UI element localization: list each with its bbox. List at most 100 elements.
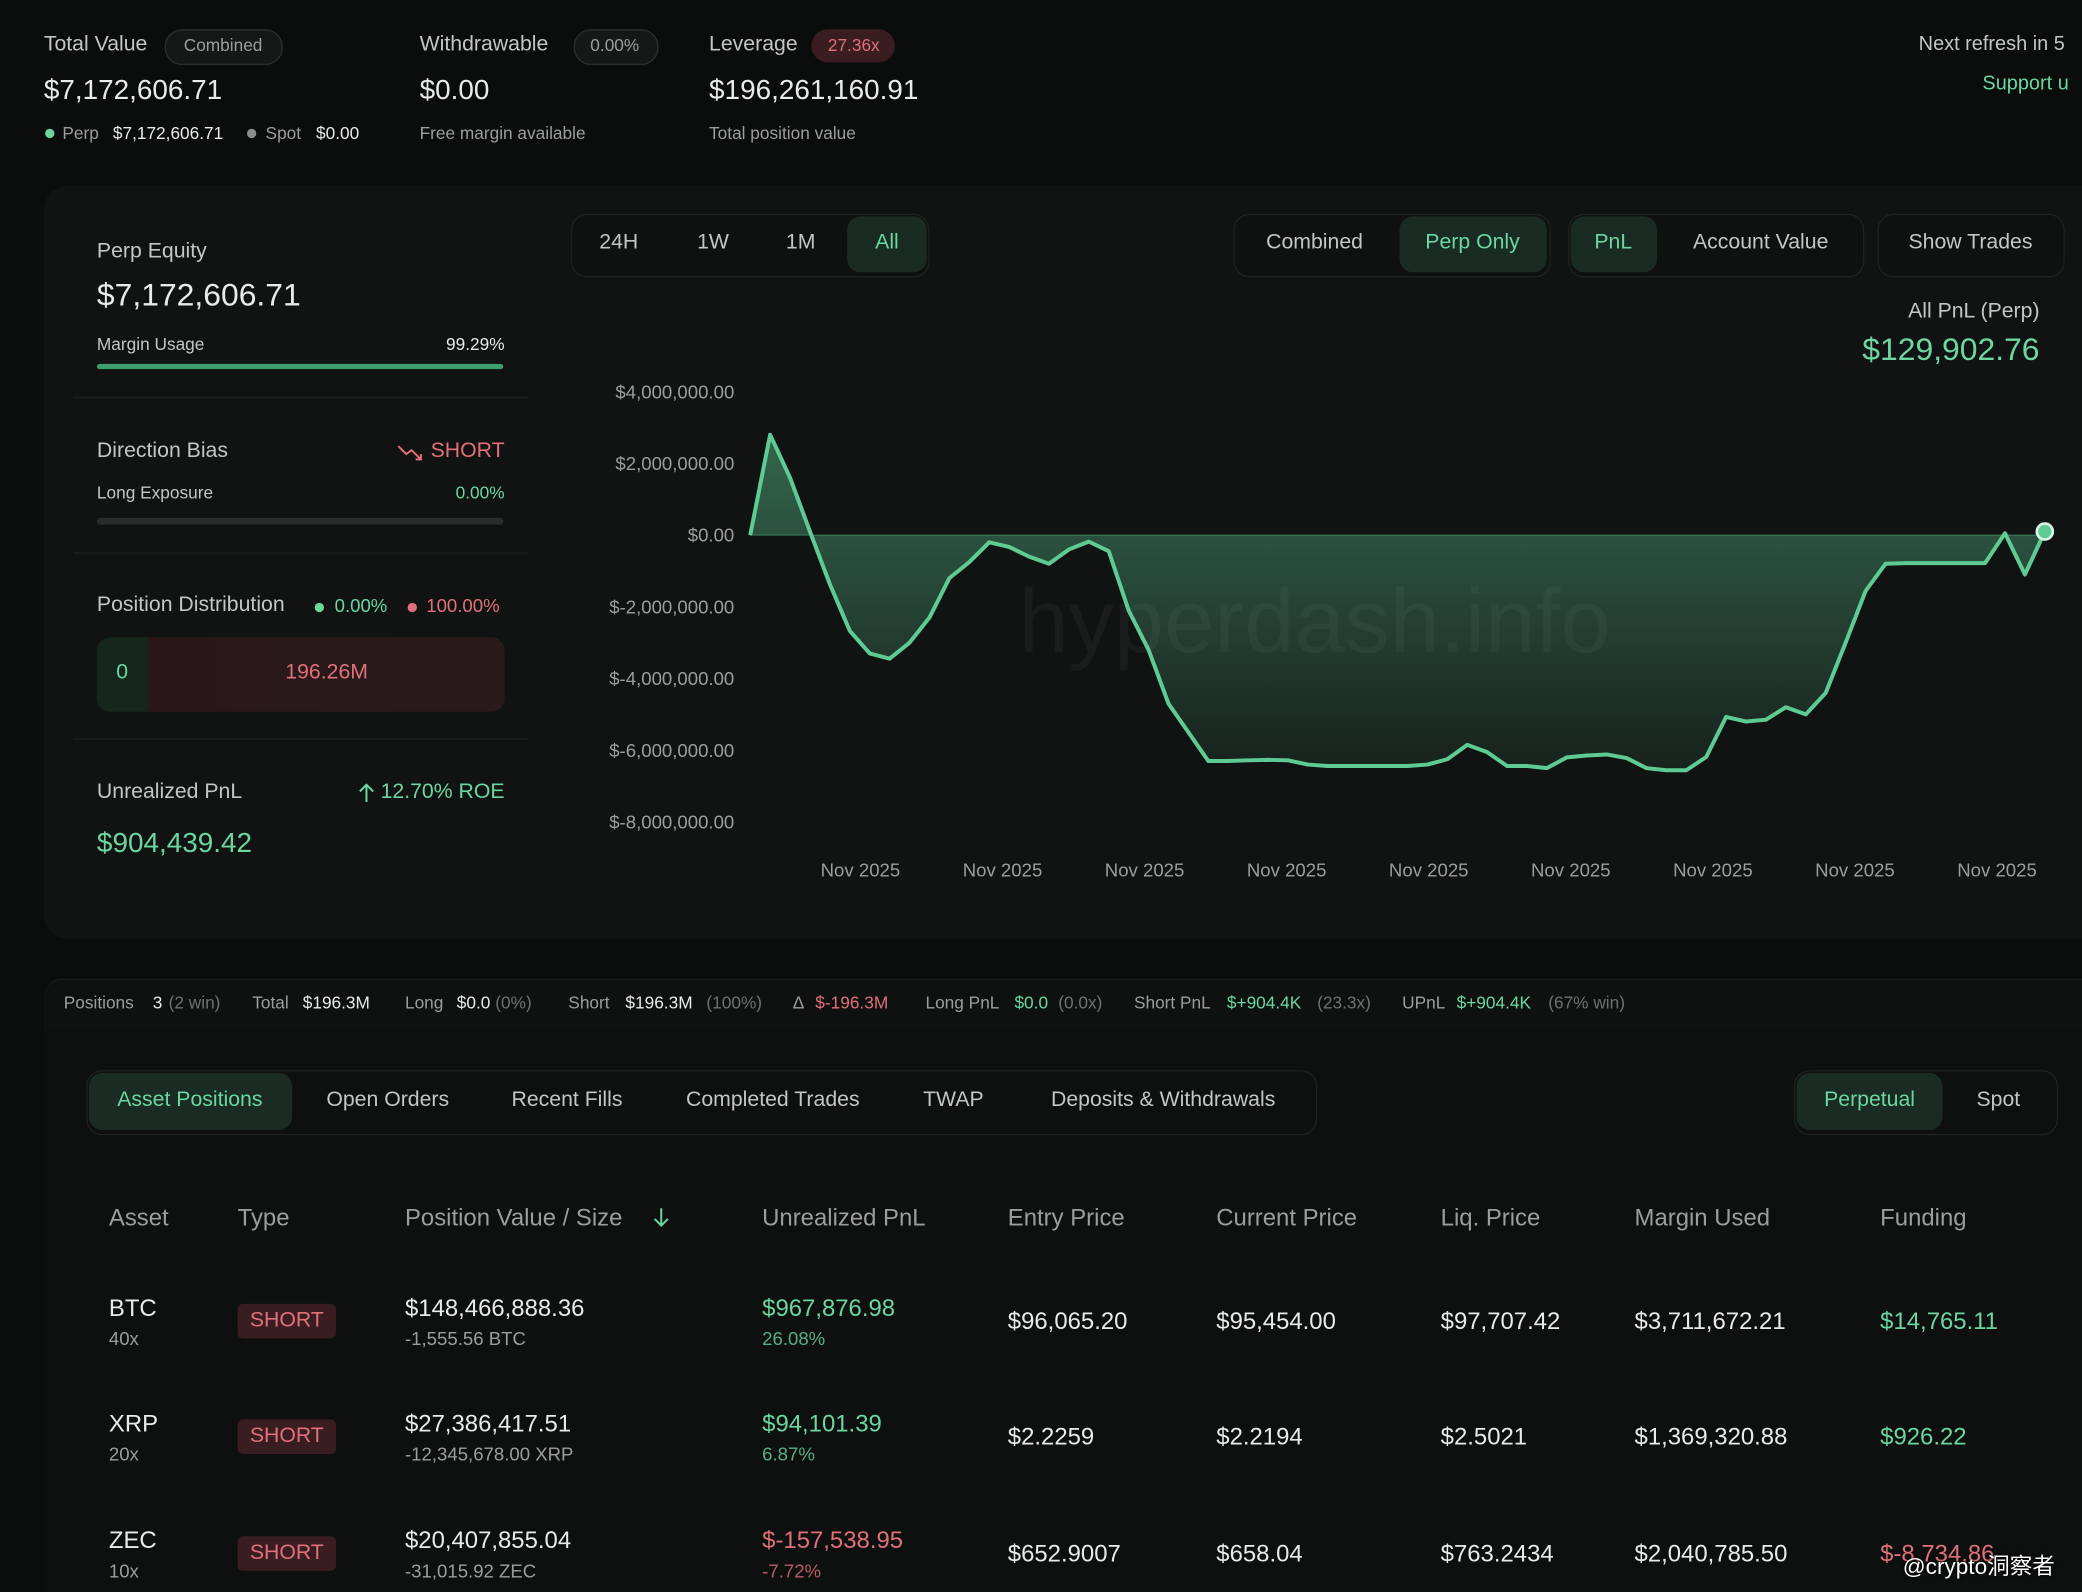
label: Perp Equity [96, 240, 207, 263]
summary-label: Positions [63, 992, 134, 1013]
pnl-pct: 26.08% [762, 1327, 826, 1350]
column-header: Unrealized PnL [762, 1204, 926, 1231]
summary-note: (100%) [706, 992, 763, 1013]
badge-text: 27.36x [827, 35, 880, 56]
x-tick-label: Nov 2025 [1388, 859, 1469, 881]
column-header: Type [237, 1204, 290, 1231]
margin-bar [96, 363, 504, 370]
tab[interactable]: TWAP [923, 1088, 984, 1112]
summary-label: Total [252, 992, 289, 1013]
x-tick-label: Nov 2025 [1815, 859, 1895, 881]
summary-label: Long PnL [925, 992, 1000, 1013]
distribution-bar [96, 637, 505, 712]
value: 0 [116, 661, 129, 684]
value: $7,172,606.71 [112, 122, 224, 143]
column-header: Current Price [1216, 1204, 1358, 1231]
range-button[interactable]: 24H [599, 231, 639, 254]
position-size: -31,015.92 ZEC [404, 1560, 537, 1582]
note: Total position value [709, 122, 856, 143]
label: Margin Usage [96, 333, 205, 354]
summary-note: (0%) [495, 992, 532, 1013]
range-button[interactable]: 1M [785, 231, 816, 254]
value: $0.00 [419, 75, 490, 106]
tab[interactable]: Completed Trades [685, 1088, 860, 1112]
support-link: Support u [1982, 72, 2069, 95]
tab[interactable]: Recent Fills [511, 1088, 623, 1112]
position-size: -12,345,678.00 XRP [404, 1443, 574, 1465]
active-button[interactable] [847, 216, 927, 273]
value: 0.00% [455, 482, 505, 503]
type-badge [237, 1536, 336, 1571]
tab[interactable]: Asset Positions [117, 1088, 263, 1112]
funding: $-8,734.86 [1880, 1540, 1995, 1567]
status-dot [246, 128, 256, 138]
pnl: $967,876.98 [762, 1294, 896, 1322]
current-price: $2.2194 [1216, 1423, 1303, 1450]
separator [73, 738, 529, 740]
value: $0.00 [316, 122, 360, 143]
tab[interactable]: Deposits & Withdrawals [1050, 1088, 1276, 1112]
value: $7,172,606.71 [43, 75, 223, 106]
liq-price: $2.5021 [1440, 1423, 1528, 1450]
column-header: Margin Used [1634, 1204, 1771, 1231]
active-button[interactable] [1399, 216, 1547, 273]
x-tick-label: Nov 2025 [820, 859, 901, 881]
margin-used: $2,040,785.50 [1634, 1540, 1788, 1567]
show-trades-button[interactable]: Show Trades [1908, 231, 2033, 254]
market-tab[interactable]: Spot [1976, 1088, 2021, 1112]
y-tick-label: $-8,000,000.00 [609, 811, 735, 833]
x-tick-label: Nov 2025 [1673, 859, 1753, 881]
mode-button[interactable]: Perp Only [1425, 231, 1520, 254]
exposure-bar [96, 517, 504, 525]
position-value: $27,386,417.51 [404, 1410, 572, 1437]
value: $904,439.42 [96, 827, 253, 859]
funding: $14,765.11 [1880, 1307, 1999, 1335]
pnl: $94,101.39 [762, 1410, 882, 1437]
direction: SHORT [430, 439, 505, 463]
label: Withdrawable [419, 33, 549, 56]
y-tick-label: $-2,000,000.00 [609, 596, 735, 618]
entry-price: $652.9007 [1007, 1540, 1121, 1567]
chart-title: All PnL (Perp) [1908, 300, 2040, 323]
label: Leverage [709, 33, 798, 56]
margin-used: $3,711,672.21 [1634, 1307, 1786, 1335]
button-group [1877, 213, 2065, 278]
label: Perp [62, 122, 99, 143]
mode-button[interactable]: Combined [1266, 231, 1363, 254]
summary-value: $0.0 [1014, 992, 1049, 1013]
summary-value: $-196.3M [815, 992, 889, 1013]
summary-label: Long [404, 992, 444, 1013]
market-tab[interactable]: Perpetual [1824, 1088, 1916, 1112]
asset: ZEC [108, 1526, 157, 1554]
metric-button[interactable]: Account Value [1692, 231, 1829, 254]
label: Position Distribution [96, 593, 285, 617]
label: Long Exposure [96, 482, 214, 503]
margin-used: $1,369,320.88 [1634, 1423, 1788, 1450]
active-tab[interactable] [1796, 1072, 1943, 1130]
type: SHORT [249, 1309, 324, 1332]
x-tick-label: Nov 2025 [1104, 859, 1185, 881]
roe: 12.70% ROE [380, 780, 505, 804]
liq-price: $97,707.42 [1440, 1307, 1561, 1335]
tab[interactable]: Open Orders [326, 1088, 450, 1112]
type-badge [237, 1303, 336, 1339]
x-tick-label: Nov 2025 [962, 859, 1043, 881]
active-tab[interactable] [88, 1072, 293, 1130]
pnl-pct: -7.72% [762, 1560, 822, 1582]
funding: $926.22 [1880, 1423, 1967, 1450]
watermark: hyperdash.info [1018, 576, 1610, 666]
summary-value: $+904.4K [1456, 992, 1532, 1013]
column-header: Liq. Price [1440, 1204, 1541, 1231]
note: Free margin available [419, 122, 586, 143]
value: $196,261,160.91 [709, 75, 919, 106]
summary-value: $196.3M [302, 992, 370, 1013]
current-price: $95,454.00 [1216, 1307, 1336, 1335]
metric-button[interactable]: PnL [1594, 231, 1633, 254]
separator [73, 552, 529, 554]
active-button[interactable] [1570, 216, 1658, 273]
range-button[interactable]: All [875, 231, 899, 254]
chart-panel [43, 185, 2082, 939]
value: 196.26M [285, 661, 368, 684]
range-button[interactable]: 1W [697, 231, 729, 254]
